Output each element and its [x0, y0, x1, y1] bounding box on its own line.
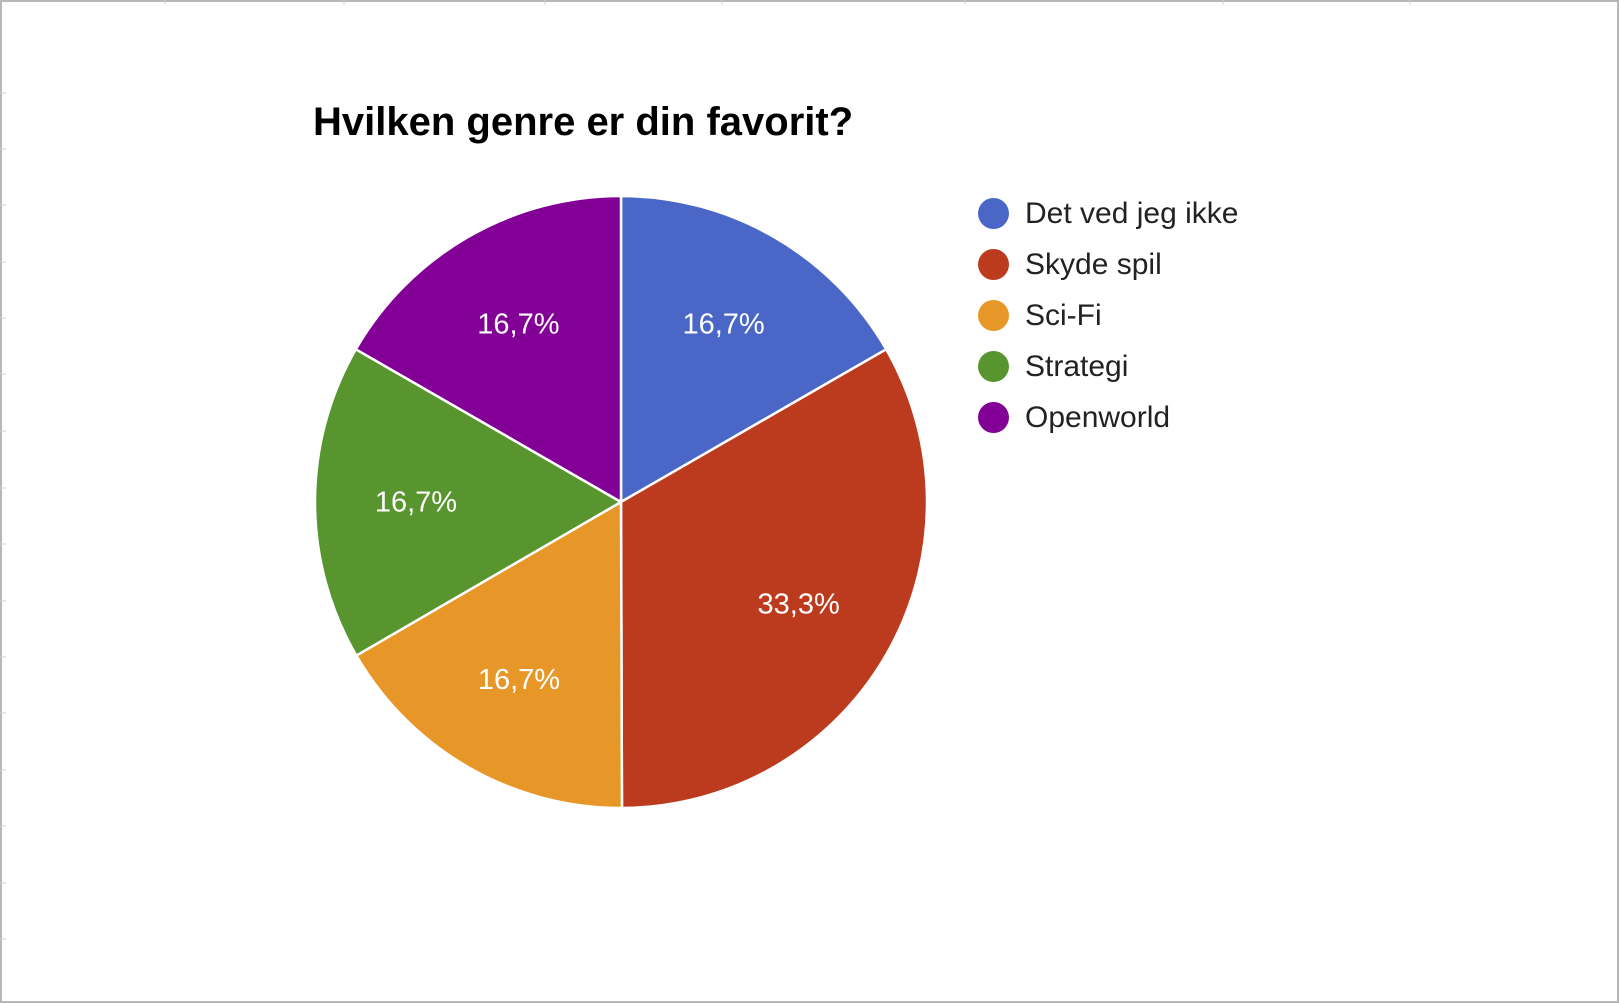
legend-swatch-icon — [978, 351, 1009, 382]
pie-slice-label-openworld: 16,7% — [477, 309, 559, 341]
legend-label: Det ved jeg ikke — [1025, 196, 1239, 230]
legend-label: Skyde spil — [1025, 247, 1162, 281]
legend-label: Strategi — [1025, 349, 1129, 383]
pie-slice-skyde-spil — [619, 348, 929, 810]
legend-item-det-ved-jeg-ikke: Det ved jeg ikke — [978, 188, 1238, 239]
pie-slice-sci-fi — [355, 500, 624, 810]
pie-slice-label-skyde-spil: 33,3% — [758, 588, 840, 620]
chart-legend: Det ved jeg ikke Skyde spil Sci-Fi Strategi… — [978, 188, 1238, 443]
pie-slice-strategi — [313, 348, 623, 657]
legend-label: Openworld — [1025, 400, 1171, 434]
legend-item-skyde-spil: Skyde spil — [978, 239, 1238, 290]
pie-slice-label-strategi: 16,7% — [375, 486, 457, 518]
pie-slice-label-sci-fi: 16,7% — [478, 664, 560, 696]
legend-item-sci-fi: Sci-Fi — [978, 290, 1238, 341]
pie-slice-openworld — [354, 194, 623, 504]
pie-slice-det-ved-jeg-ikke — [619, 194, 888, 504]
legend-swatch-icon — [978, 402, 1009, 433]
pie-slice-label-det-ved-jeg-ikke: 16,7% — [682, 309, 764, 341]
chart-title: Hvilken genre er din favorit? — [313, 100, 854, 144]
legend-item-openworld: Openworld — [978, 392, 1238, 443]
legend-label: Sci-Fi — [1025, 298, 1102, 332]
legend-swatch-icon — [978, 198, 1009, 229]
legend-swatch-icon — [978, 249, 1009, 280]
legend-item-strategi: Strategi — [978, 341, 1238, 392]
legend-swatch-icon — [978, 300, 1009, 331]
